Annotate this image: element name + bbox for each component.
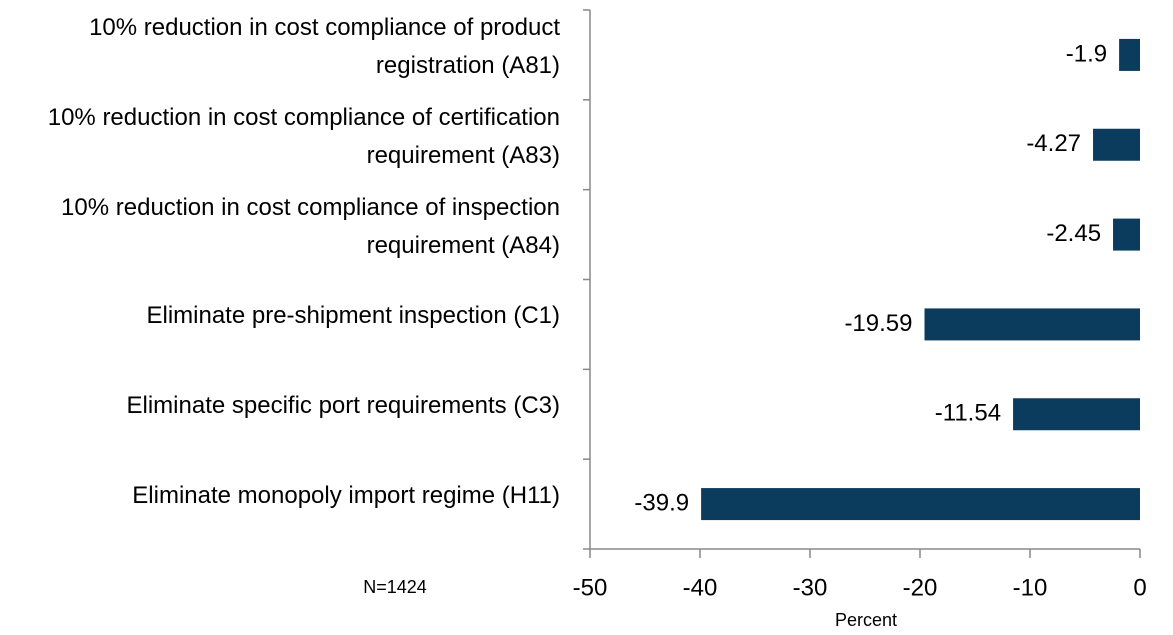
bar: [1119, 38, 1140, 71]
category-label: 10% reduction in cost compliance of insp…: [61, 193, 560, 259]
annotation: N=1424: [363, 577, 427, 597]
x-tick-label: -40: [683, 574, 718, 601]
value-label: -39.9: [634, 489, 689, 516]
x-tick-label: -50: [573, 574, 608, 601]
value-label: -4.27: [1026, 130, 1081, 157]
value-label: -1.9: [1066, 40, 1107, 67]
bar: [924, 308, 1140, 341]
value-label: -2.45: [1046, 220, 1101, 247]
x-tick-label: -20: [903, 574, 938, 601]
bar: [701, 488, 1140, 521]
category-label: 10% reduction in cost compliance of cert…: [47, 103, 560, 169]
category-label: Eliminate monopoly import regime (H11): [132, 482, 560, 510]
x-tick-label: -10: [1013, 574, 1048, 601]
bar: [1013, 398, 1140, 431]
bar: [1113, 218, 1140, 251]
x-tick-label: 0: [1133, 574, 1146, 601]
value-label: -11.54: [935, 400, 1001, 427]
category-label: 10% reduction in cost compliance of prod…: [89, 13, 560, 79]
x-tick-label: -30: [793, 574, 828, 601]
x-axis-label: Percent: [835, 610, 897, 630]
bar: [1093, 128, 1140, 161]
category-label: Eliminate specific port requirements (C3…: [126, 392, 561, 420]
value-label: -19.59: [844, 310, 912, 337]
category-label: Eliminate pre-shipment inspection (C1): [146, 302, 560, 330]
